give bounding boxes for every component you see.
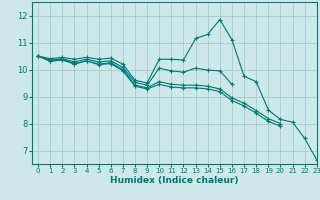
X-axis label: Humidex (Indice chaleur): Humidex (Indice chaleur) [110,176,239,185]
